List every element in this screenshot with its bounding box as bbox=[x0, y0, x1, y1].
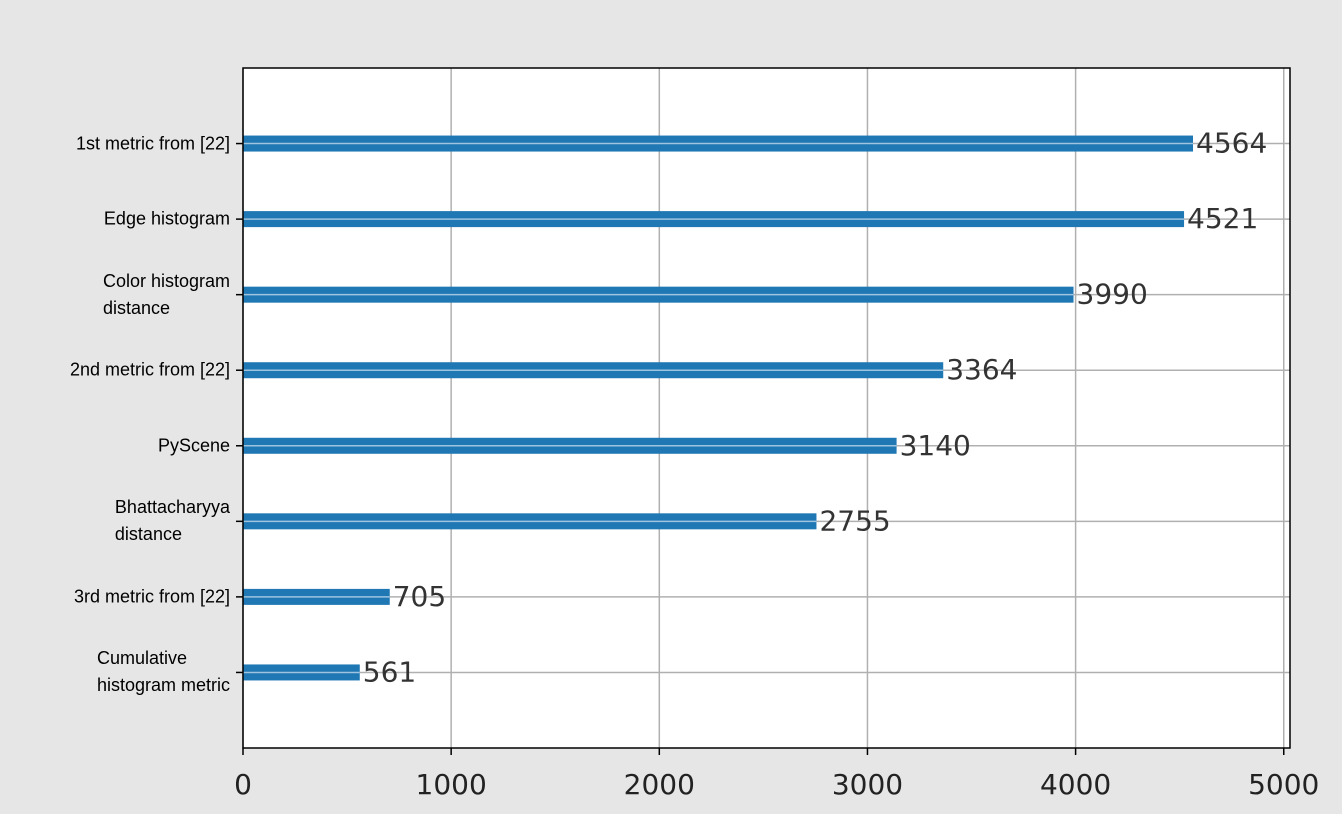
y-tick-label: Cumulative histogram metric bbox=[96, 648, 230, 696]
y-tick-label-box: Color histogram distance bbox=[0, 268, 230, 322]
value-label: 4564 bbox=[1196, 127, 1267, 160]
y-tick-label: Color histogram distance bbox=[102, 270, 230, 318]
value-label: 3990 bbox=[1077, 278, 1148, 311]
y-tick-label-box: Cumulative histogram metric bbox=[0, 645, 230, 699]
value-label: 3140 bbox=[900, 429, 971, 462]
x-tick-label: 1000 bbox=[416, 768, 487, 801]
y-tick-label: 3rd metric from [22] bbox=[73, 586, 230, 607]
plot-frame bbox=[242, 67, 1291, 749]
x-tick-label: 0 bbox=[234, 768, 252, 801]
y-tick-label: PyScene bbox=[157, 435, 230, 456]
value-label: 2755 bbox=[819, 504, 890, 537]
x-tick-label: 2000 bbox=[624, 768, 695, 801]
value-label: 4521 bbox=[1187, 202, 1258, 235]
y-tick-label: 1st metric from [22] bbox=[75, 133, 230, 154]
y-tick-label-box: 3rd metric from [22] bbox=[0, 583, 230, 610]
y-tick-label-box: Bhattacharyya distance bbox=[0, 494, 230, 548]
value-label: 561 bbox=[363, 655, 416, 688]
y-tick-label-box: 1st metric from [22] bbox=[0, 130, 230, 157]
x-tick-label: 5000 bbox=[1248, 768, 1319, 801]
y-tick-label: 2nd metric from [22] bbox=[69, 359, 230, 380]
value-label: 705 bbox=[393, 580, 446, 613]
plot-area bbox=[243, 68, 1290, 748]
y-tick-label: Edge histogram bbox=[103, 208, 230, 229]
y-tick-label-box: Edge histogram bbox=[0, 206, 230, 233]
y-tick-label-box: 2nd metric from [22] bbox=[0, 357, 230, 384]
y-tick-label: Bhattacharyya distance bbox=[114, 497, 230, 545]
y-tick-label-box: PyScene bbox=[0, 432, 230, 459]
value-label: 3364 bbox=[946, 353, 1017, 386]
x-tick-label: 3000 bbox=[832, 768, 903, 801]
x-tick-label: 4000 bbox=[1040, 768, 1111, 801]
